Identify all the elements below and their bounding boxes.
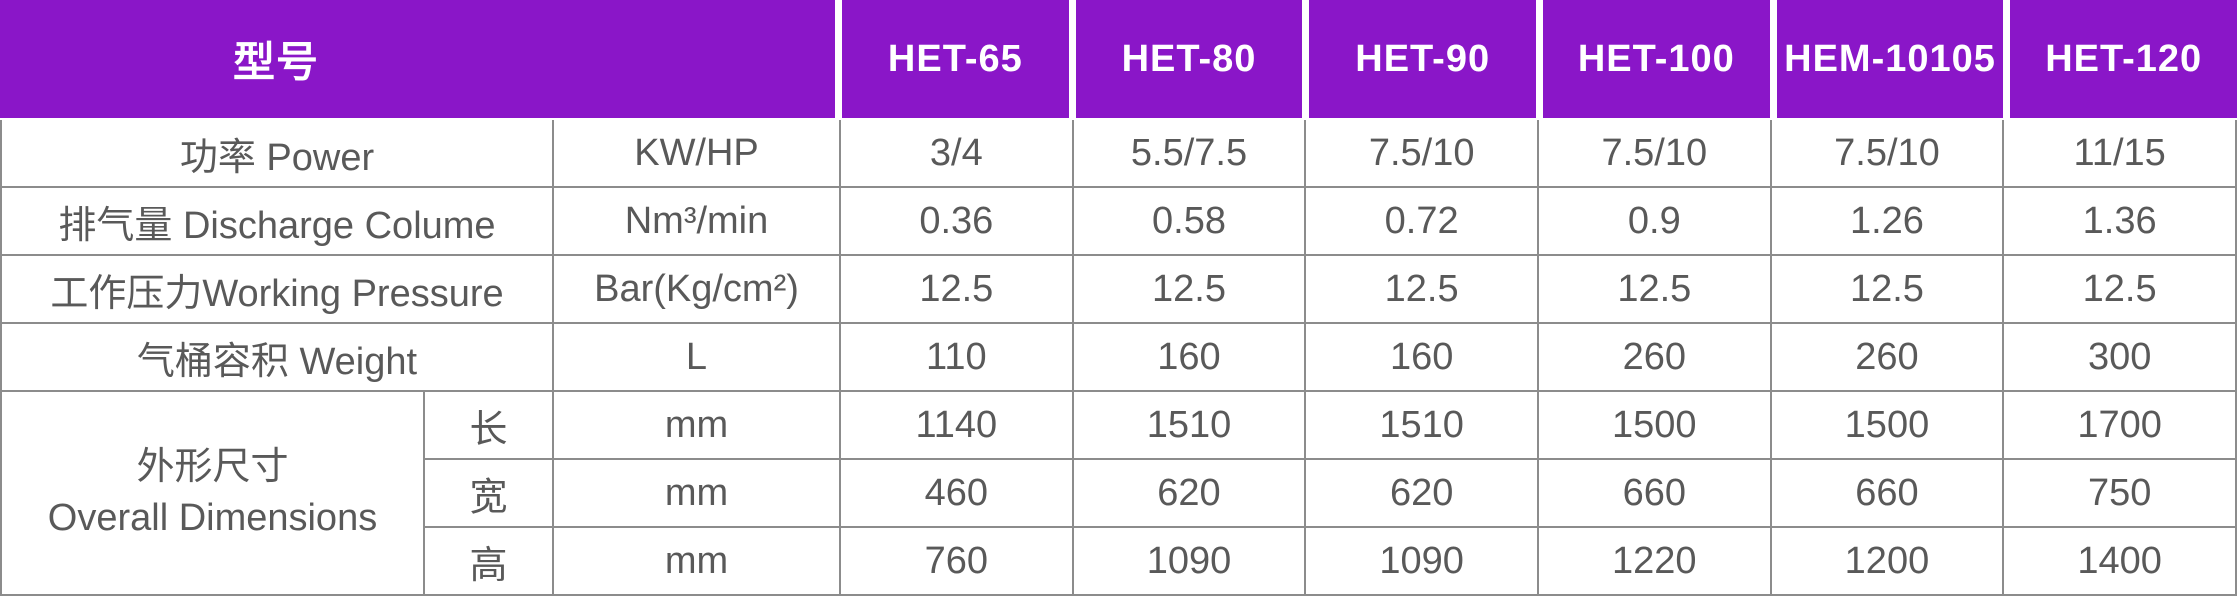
value-cell: 5.5/7.5 xyxy=(1071,120,1307,188)
value-cell: 0.72 xyxy=(1304,186,1539,256)
value-cell: 620 xyxy=(1071,458,1307,528)
header-cell-het80: HET-80 xyxy=(1075,0,1303,118)
row-pressure: 工作压力Working Pressure Bar(Kg/cm²) 12.5 12… xyxy=(0,254,2237,324)
row-tank-volume: 气桶容积 Weight L 110 160 160 260 260 300 xyxy=(0,322,2237,392)
row-dimension-width: 宽 mm 460 620 620 660 660 750 xyxy=(1,458,2237,528)
value-cell: 160 xyxy=(1304,322,1539,392)
header-cell-het65: HET-65 xyxy=(842,0,1069,118)
value-cell: 7.5/10 xyxy=(1304,120,1539,188)
value-cell: 1090 xyxy=(1304,526,1539,596)
header-cell-hem10105: HEM-10105 xyxy=(1776,0,2004,118)
value-cell: 0.9 xyxy=(1536,186,1772,256)
value-cell: 1700 xyxy=(2002,390,2237,460)
axis-label: 高 xyxy=(423,526,554,596)
value-cell: 12.5 xyxy=(1536,254,1772,324)
value-cell: 1500 xyxy=(1536,390,1772,460)
dimensions-label-en: Overall Dimensions xyxy=(47,497,378,539)
header-model-cell: 型号 xyxy=(0,0,835,118)
row-unit: mm xyxy=(552,390,841,460)
row-dimension-height: 高 mm 760 1090 1090 1220 1200 1400 xyxy=(1,526,2237,596)
value-cell: 1200 xyxy=(1769,526,2005,596)
value-cell: 260 xyxy=(1769,322,2005,392)
row-unit: L xyxy=(552,322,841,392)
spec-table: 功率 Power KW/HP 3/4 5.5/7.5 7.5/10 7.5/10… xyxy=(0,120,2237,596)
value-cell: 1510 xyxy=(1071,390,1307,460)
row-label: 工作压力Working Pressure xyxy=(0,254,554,324)
axis-label: 宽 xyxy=(423,458,554,528)
value-cell: 0.58 xyxy=(1071,186,1307,256)
value-cell: 300 xyxy=(2002,322,2237,392)
row-power: 功率 Power KW/HP 3/4 5.5/7.5 7.5/10 7.5/10… xyxy=(0,120,2237,188)
value-cell: 260 xyxy=(1536,322,1772,392)
value-cell: 660 xyxy=(1769,458,2005,528)
row-unit: Bar(Kg/cm²) xyxy=(552,254,841,324)
value-cell: 11/15 xyxy=(2002,120,2237,188)
value-cell: 1500 xyxy=(1769,390,2005,460)
value-cell: 160 xyxy=(1071,322,1307,392)
row-dimension-length: 外形尺寸 Overall Dimensions 长 mm 1140 1510 1… xyxy=(0,390,2237,596)
header-row: 型号 HET-65 HET-80 HET-90 HET-100 HEM-1010… xyxy=(0,0,2237,118)
row-unit: Nm³/min xyxy=(552,186,841,256)
dimensions-merged-label: 外形尺寸 Overall Dimensions xyxy=(0,390,425,596)
value-cell: 0.36 xyxy=(839,186,1074,256)
value-cell: 7.5/10 xyxy=(1769,120,2005,188)
value-cell: 460 xyxy=(839,458,1074,528)
value-cell: 1.36 xyxy=(2002,186,2237,256)
value-cell: 1510 xyxy=(1304,390,1539,460)
row-unit: mm xyxy=(552,526,841,596)
value-cell: 750 xyxy=(2002,458,2237,528)
value-cell: 1.26 xyxy=(1769,186,2005,256)
value-cell: 7.5/10 xyxy=(1536,120,1772,188)
value-cell: 1220 xyxy=(1536,526,1772,596)
header-cell-het100: HET-100 xyxy=(1543,0,1770,118)
value-cell: 12.5 xyxy=(1769,254,2005,324)
row-label: 排气量 Discharge Colume xyxy=(0,186,554,256)
value-cell: 12.5 xyxy=(1304,254,1539,324)
value-cell: 3/4 xyxy=(839,120,1074,188)
row-unit: mm xyxy=(552,458,841,528)
row-label: 气桶容积 Weight xyxy=(0,322,554,392)
value-cell: 110 xyxy=(839,322,1074,392)
value-cell: 1140 xyxy=(839,390,1074,460)
model-column-title: 型号 xyxy=(232,38,319,86)
value-cell: 12.5 xyxy=(839,254,1074,324)
header-cell-het90: HET-90 xyxy=(1309,0,1537,118)
row-unit: KW/HP xyxy=(552,120,841,188)
value-cell: 760 xyxy=(839,526,1074,596)
dimensions-label-cn: 外形尺寸 xyxy=(136,445,289,488)
value-cell: 1090 xyxy=(1071,526,1307,596)
row-label: 功率 Power xyxy=(0,120,554,188)
header-cell-het120: HET-120 xyxy=(2010,0,2237,118)
value-cell: 1400 xyxy=(2002,526,2237,596)
value-cell: 12.5 xyxy=(2002,254,2237,324)
row-discharge: 排气量 Discharge Colume Nm³/min 0.36 0.58 0… xyxy=(0,186,2237,256)
axis-label: 长 xyxy=(423,390,554,460)
value-cell: 620 xyxy=(1304,458,1539,528)
value-cell: 12.5 xyxy=(1071,254,1307,324)
value-cell: 660 xyxy=(1536,458,1772,528)
